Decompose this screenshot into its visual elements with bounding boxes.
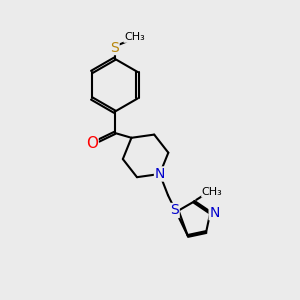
Text: CH₃: CH₃ — [202, 187, 223, 197]
Text: CH₃: CH₃ — [124, 32, 145, 42]
Text: S: S — [170, 203, 179, 218]
Text: N: N — [154, 167, 165, 181]
Text: O: O — [86, 136, 98, 151]
Text: N: N — [209, 206, 220, 220]
Text: S: S — [110, 40, 119, 55]
